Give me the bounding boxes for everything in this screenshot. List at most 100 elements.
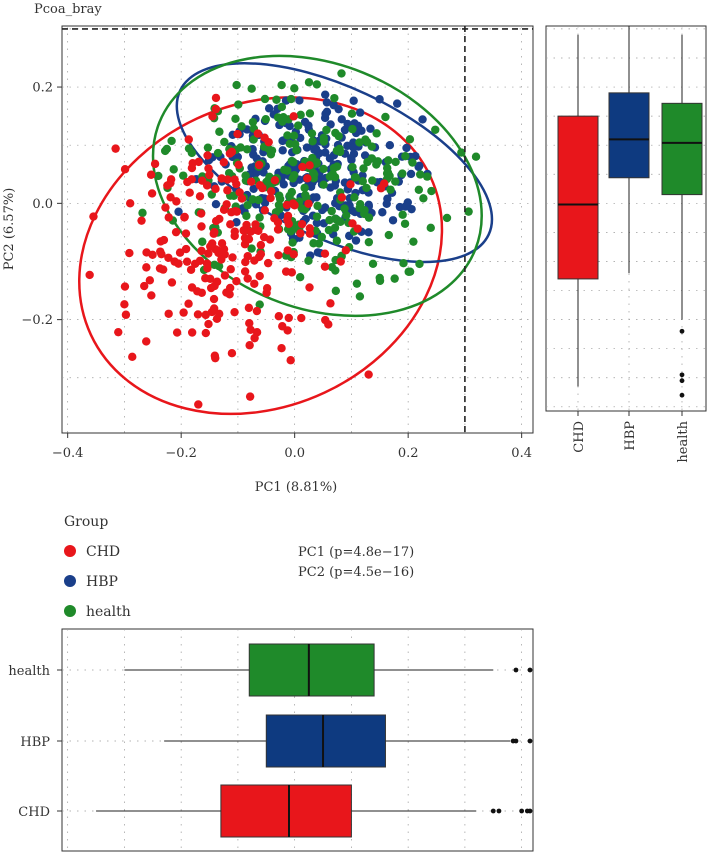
point-health xyxy=(348,162,357,172)
y-tick-label: −0.2 xyxy=(21,313,53,328)
point-health xyxy=(325,215,334,225)
point-health xyxy=(288,238,297,247)
legend: Group CHD HBP health xyxy=(64,514,131,620)
point-chd xyxy=(246,177,256,186)
point-chd xyxy=(211,184,220,194)
point-hbp xyxy=(321,90,330,99)
point-health xyxy=(242,145,252,154)
point-chd xyxy=(217,255,226,264)
point-health xyxy=(358,177,367,186)
point-health xyxy=(372,160,381,169)
point-health xyxy=(277,102,287,112)
point-chd xyxy=(289,200,299,210)
point-health xyxy=(243,200,252,210)
pc1-boxes xyxy=(96,643,533,838)
point-health xyxy=(247,244,256,253)
point-health xyxy=(350,193,359,202)
scatter-title: Pcoa_bray xyxy=(34,2,102,17)
point-chd xyxy=(120,282,130,291)
point-health xyxy=(312,212,322,221)
category-label-health: health xyxy=(8,664,50,679)
point-health xyxy=(362,183,371,193)
point-chd xyxy=(217,174,226,183)
point-hbp xyxy=(366,124,375,133)
point-health xyxy=(289,157,298,167)
point-chd xyxy=(187,328,197,337)
point-health xyxy=(260,94,270,104)
point-health xyxy=(248,117,258,127)
scatter-y-label: PC2 (6.57%) xyxy=(2,188,17,271)
box-hbp xyxy=(608,92,650,179)
point-hbp xyxy=(322,98,332,107)
point-chd xyxy=(171,227,181,237)
point-chd xyxy=(150,159,160,169)
point-chd xyxy=(147,189,157,198)
x-tick-label: −0.2 xyxy=(165,446,197,461)
point-health xyxy=(384,230,394,240)
point-chd xyxy=(213,246,222,255)
point-health xyxy=(279,112,288,122)
point-health xyxy=(242,211,251,221)
box-health xyxy=(248,643,375,697)
point-chd xyxy=(223,186,232,195)
point-health xyxy=(224,168,234,178)
point-hbp xyxy=(285,121,294,131)
point-chd xyxy=(219,244,229,254)
point-chd xyxy=(255,181,265,190)
point-health xyxy=(350,173,360,182)
point-chd xyxy=(211,216,221,226)
point-hbp xyxy=(388,216,398,225)
point-hbp xyxy=(302,143,312,152)
point-chd xyxy=(265,235,275,244)
point-chd xyxy=(220,271,230,280)
point-chd xyxy=(182,257,192,266)
point-health xyxy=(319,164,328,174)
point-health xyxy=(198,237,207,246)
outlier-health xyxy=(679,378,685,384)
point-hbp xyxy=(326,183,335,192)
point-health xyxy=(422,172,432,181)
point-chd xyxy=(194,400,203,409)
point-health xyxy=(213,148,223,158)
scatter-points xyxy=(85,69,481,409)
point-hbp xyxy=(264,104,274,113)
point-hbp xyxy=(321,109,330,119)
point-hbp xyxy=(211,199,221,209)
point-health xyxy=(340,204,349,213)
pc2-boxplot-ticks: CHD HBP health xyxy=(572,411,691,463)
point-chd xyxy=(121,310,131,319)
point-health xyxy=(293,121,303,130)
point-health xyxy=(331,266,340,275)
point-chd xyxy=(125,248,134,258)
point-health xyxy=(261,114,270,124)
point-health xyxy=(335,144,344,153)
point-health xyxy=(405,135,415,144)
point-chd xyxy=(145,276,155,285)
point-chd xyxy=(305,161,314,170)
x-tick-label: −0.4 xyxy=(52,446,84,461)
point-chd xyxy=(337,193,347,202)
point-hbp xyxy=(278,146,287,155)
point-health xyxy=(305,109,315,118)
point-chd xyxy=(225,290,234,299)
x-tick-label: 0.2 xyxy=(398,446,419,461)
point-chd xyxy=(260,206,270,215)
point-chd xyxy=(283,211,293,221)
outlier-health xyxy=(679,392,685,398)
point-chd xyxy=(289,250,298,259)
point-health xyxy=(210,260,219,270)
point-health xyxy=(304,256,313,265)
point-hbp xyxy=(321,148,330,157)
outlier-hbp xyxy=(513,738,519,744)
point-health xyxy=(215,127,224,136)
point-chd xyxy=(167,278,177,287)
point-chd xyxy=(164,253,173,262)
point-hbp xyxy=(392,99,402,108)
point-chd xyxy=(166,193,175,202)
category-label-chd: CHD xyxy=(18,805,50,820)
point-chd xyxy=(227,348,237,358)
point-health xyxy=(295,272,305,282)
point-health xyxy=(329,163,339,173)
point-chd xyxy=(263,258,273,268)
